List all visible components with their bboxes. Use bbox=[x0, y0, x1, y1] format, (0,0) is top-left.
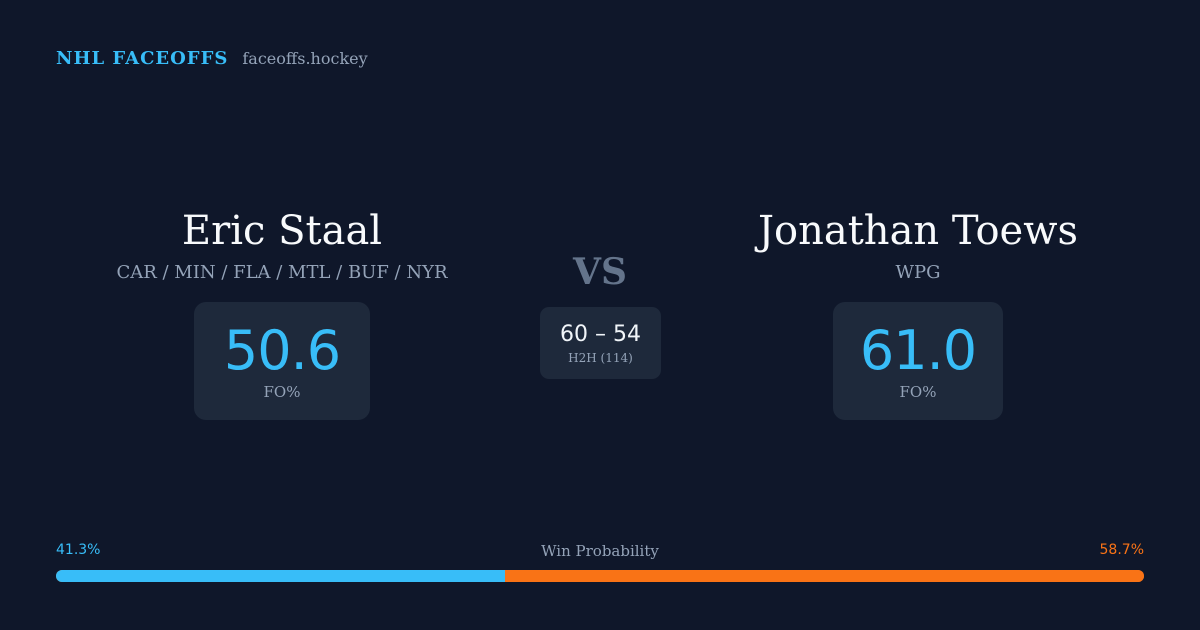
player-left: Eric Staal CAR / MIN / FLA / MTL / BUF /… bbox=[60, 206, 504, 420]
brand: NHL FACEOFFS faceoffs.hockey bbox=[56, 48, 368, 69]
win-probability-bar bbox=[56, 570, 1144, 582]
h2h-label: H2H (114) bbox=[568, 351, 633, 365]
brand-name: NHL FACEOFFS bbox=[56, 48, 229, 69]
brand-domain: faceoffs.hockey bbox=[242, 49, 368, 68]
player-right-fo-label: FO% bbox=[899, 383, 937, 401]
player-right-name: Jonathan Toews bbox=[758, 208, 1078, 254]
player-left-stat-card: 50.6 FO% bbox=[194, 302, 370, 420]
player-left-teams: CAR / MIN / FLA / MTL / BUF / NYR bbox=[116, 262, 448, 283]
player-right-fo-value: 61.0 bbox=[859, 319, 977, 382]
win-probability-left-label: 41.3% bbox=[56, 542, 101, 558]
player-right-teams: WPG bbox=[895, 262, 941, 283]
win-probability-header: 41.3% Win Probability 58.7% bbox=[56, 542, 1144, 562]
vs-label: VS bbox=[573, 251, 627, 293]
win-probability-bar-left bbox=[56, 570, 506, 582]
player-left-fo-label: FO% bbox=[263, 383, 301, 401]
win-probability-bar-right bbox=[505, 570, 1144, 582]
player-left-name: Eric Staal bbox=[181, 208, 383, 254]
h2h-score: 60 – 54 bbox=[560, 322, 641, 347]
win-probability-title: Win Probability bbox=[541, 542, 659, 560]
player-right: Jonathan Toews WPG 61.0 FO% bbox=[694, 206, 1142, 420]
player-left-fo-value: 50.6 bbox=[223, 319, 341, 382]
win-probability-right-label: 58.7% bbox=[1099, 542, 1144, 558]
player-right-stat-card: 61.0 FO% bbox=[833, 302, 1003, 420]
h2h-card: 60 – 54 H2H (114) bbox=[540, 307, 661, 379]
